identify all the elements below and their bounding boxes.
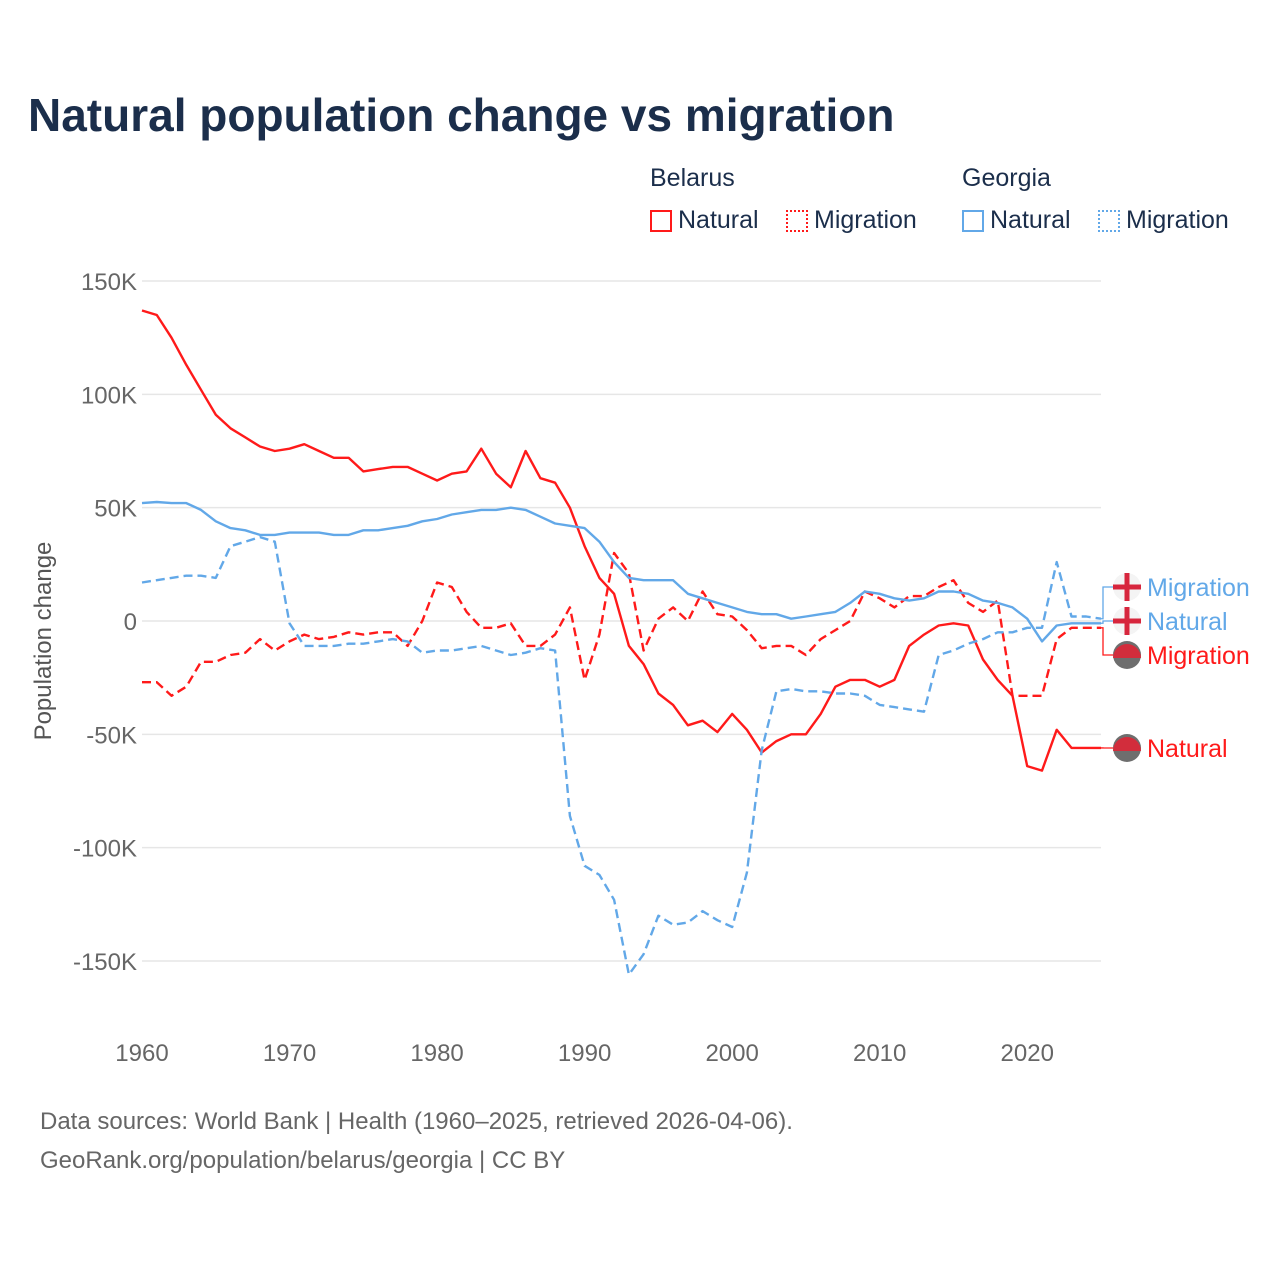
y-tick-label: -150K xyxy=(73,949,137,976)
x-tick-label: 1990 xyxy=(558,1040,611,1067)
legend-belarus-migration[interactable]: Migration xyxy=(786,206,917,235)
label-connector xyxy=(1101,620,1113,624)
label-connector xyxy=(1101,627,1113,656)
series-line-georgia-migration xyxy=(141,535,1102,976)
end-label-belarus-natural: Natural xyxy=(1147,735,1228,763)
series-line-belarus-migration xyxy=(142,551,1101,697)
x-tick-label: 2020 xyxy=(1001,1040,1054,1067)
x-tick-label: 2010 xyxy=(853,1040,906,1067)
legend-belarus-natural[interactable]: Natural xyxy=(650,206,759,235)
label-connector xyxy=(1101,586,1113,620)
legend-group-georgia: Georgia xyxy=(962,164,1051,192)
end-label-georgia-migration: Migration xyxy=(1147,574,1250,602)
dotted-swatch-icon xyxy=(786,209,808,232)
footer-sources: Data sources: World Bank | Health (1960–… xyxy=(40,1108,793,1135)
legend-label: Migration xyxy=(1126,206,1229,234)
footer-link[interactable]: GeoRank.org/population/belarus/georgia |… xyxy=(40,1147,566,1174)
x-tick-label: 1970 xyxy=(263,1040,316,1067)
end-label-georgia-natural: Natural xyxy=(1147,608,1228,636)
y-tick-label: 100K xyxy=(81,382,137,409)
flag-cross-icon xyxy=(1124,607,1130,635)
solid-swatch-icon xyxy=(650,209,672,232)
legend-georgia-natural[interactable]: Natural xyxy=(962,206,1071,235)
series-line-belarus-natural xyxy=(141,309,1101,772)
y-tick-label: 0 xyxy=(124,609,137,636)
y-tick-label: -100K xyxy=(73,836,137,863)
legend-label: Migration xyxy=(814,206,917,234)
flag-red-band-icon xyxy=(1113,737,1141,751)
y-tick-label: 50K xyxy=(94,496,137,523)
dotted-swatch-icon xyxy=(1098,209,1120,232)
x-tick-label: 1980 xyxy=(410,1040,463,1067)
legend-georgia-migration[interactable]: Migration xyxy=(1098,206,1229,235)
chart-title: Natural population change vs migration xyxy=(28,89,895,141)
solid-swatch-icon xyxy=(962,209,984,232)
legend-label: Natural xyxy=(678,206,759,234)
flag-cross-icon xyxy=(1124,573,1130,601)
y-tick-label: 150K xyxy=(81,269,137,296)
x-tick-label: 2000 xyxy=(705,1040,758,1067)
legend-group-belarus: Belarus xyxy=(650,164,735,192)
flag-red-band-icon xyxy=(1113,644,1141,658)
series-line-georgia-natural xyxy=(141,500,1101,643)
y-axis-label: Population change xyxy=(30,542,57,741)
end-label-belarus-migration: Migration xyxy=(1147,642,1250,670)
legend-label: Natural xyxy=(990,206,1071,234)
x-tick-label: 1960 xyxy=(115,1040,168,1067)
y-tick-label: -50K xyxy=(86,722,137,749)
